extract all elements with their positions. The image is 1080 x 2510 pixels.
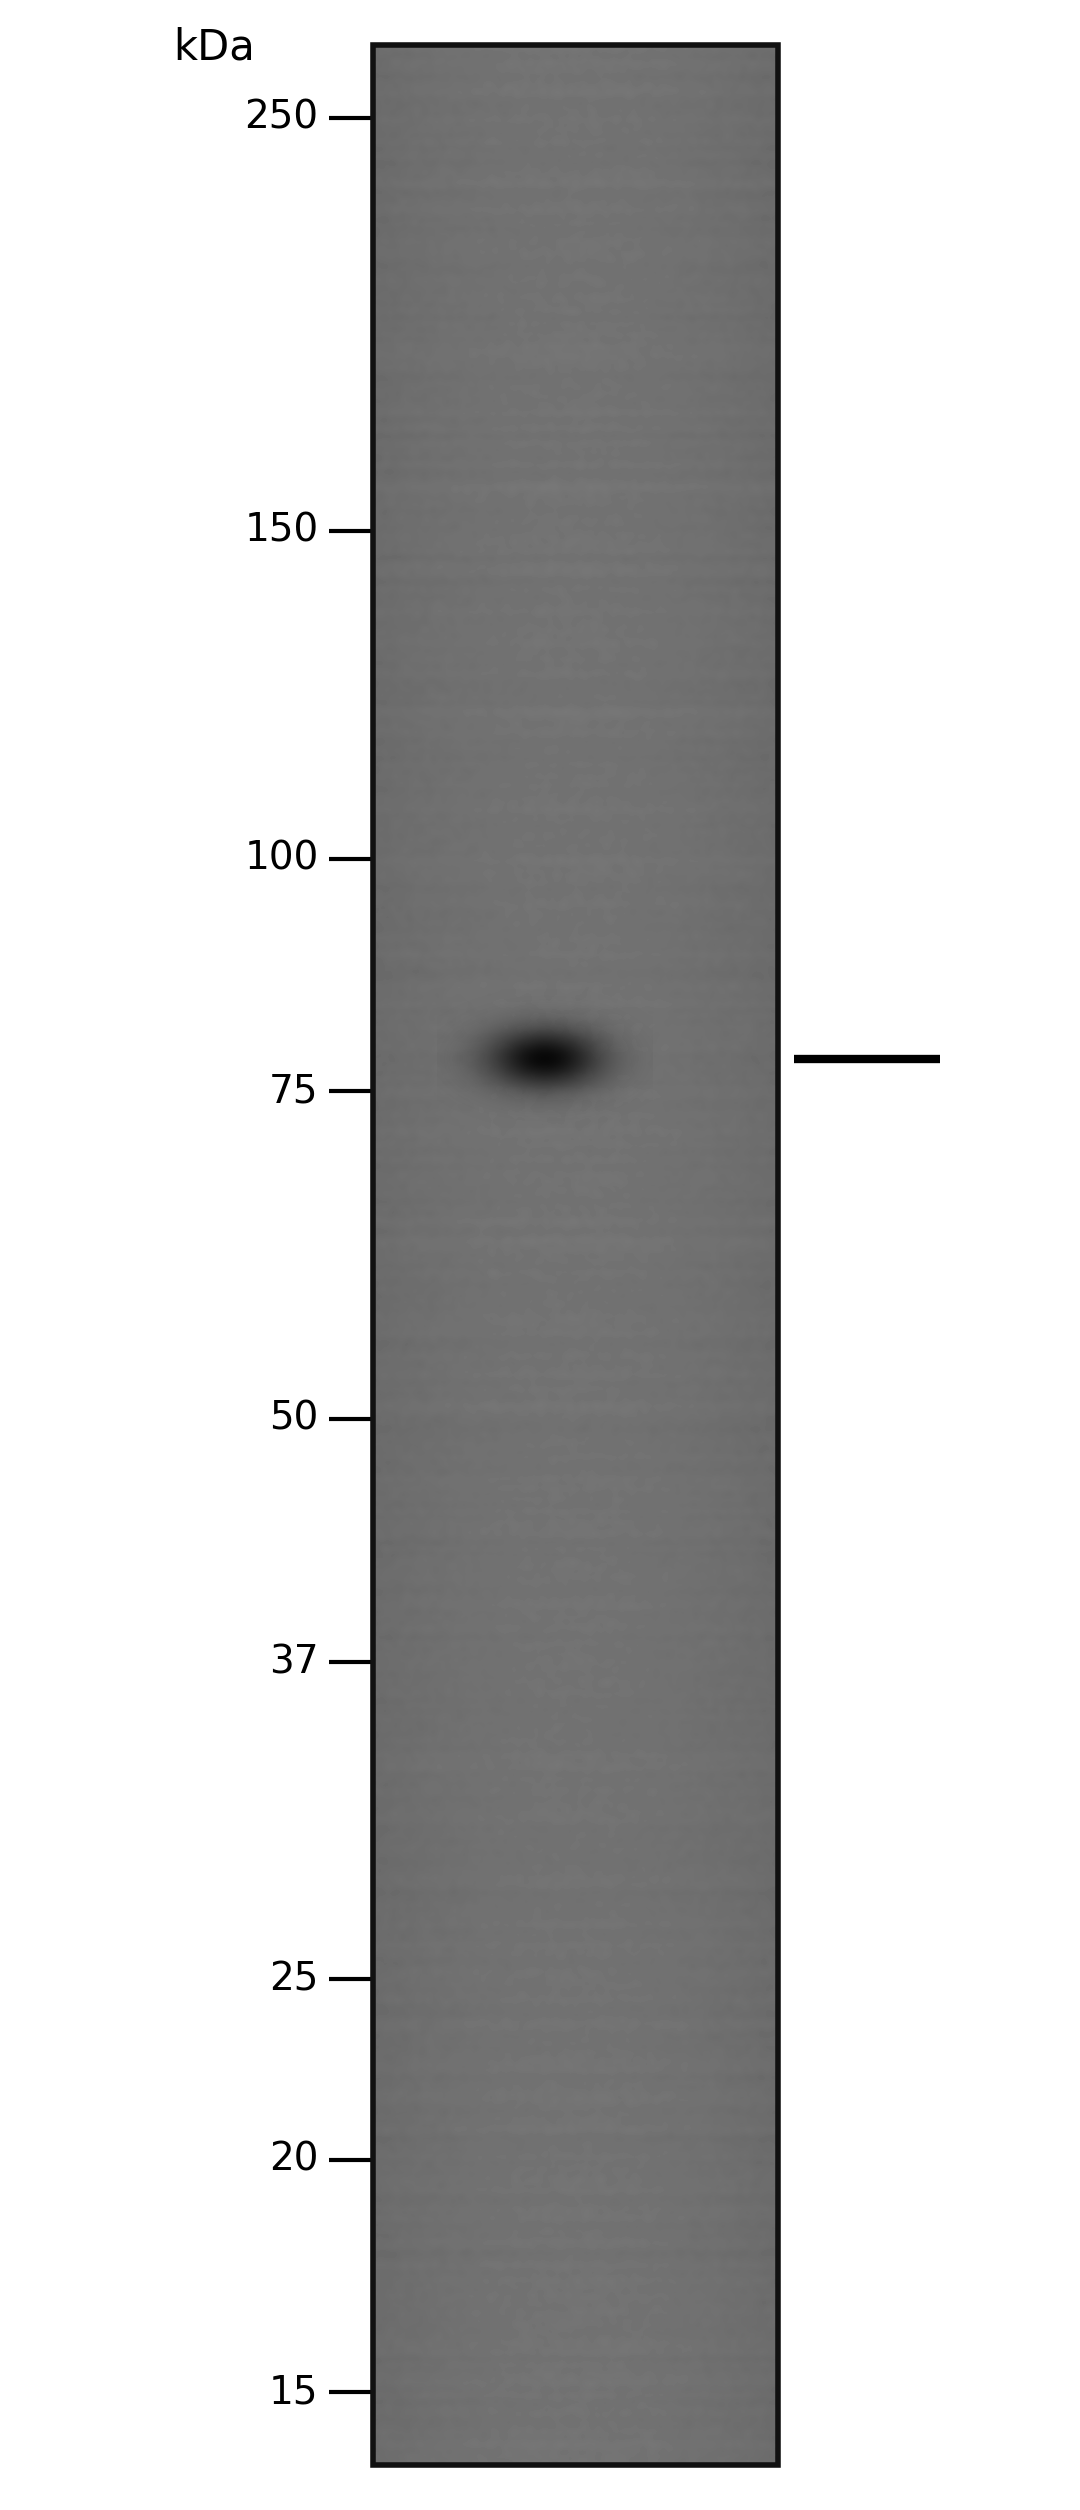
Text: 50: 50 (269, 1401, 319, 1438)
Text: 100: 100 (244, 838, 319, 878)
Text: 75: 75 (269, 1072, 319, 1109)
Text: kDa: kDa (173, 28, 255, 68)
Text: 15: 15 (269, 2374, 319, 2412)
Text: 25: 25 (269, 1960, 319, 1998)
Text: 20: 20 (269, 2141, 319, 2179)
Text: 150: 150 (244, 512, 319, 550)
Text: 37: 37 (269, 1644, 319, 1682)
Text: 250: 250 (244, 98, 319, 136)
Bar (373, 45, 778, 2465)
